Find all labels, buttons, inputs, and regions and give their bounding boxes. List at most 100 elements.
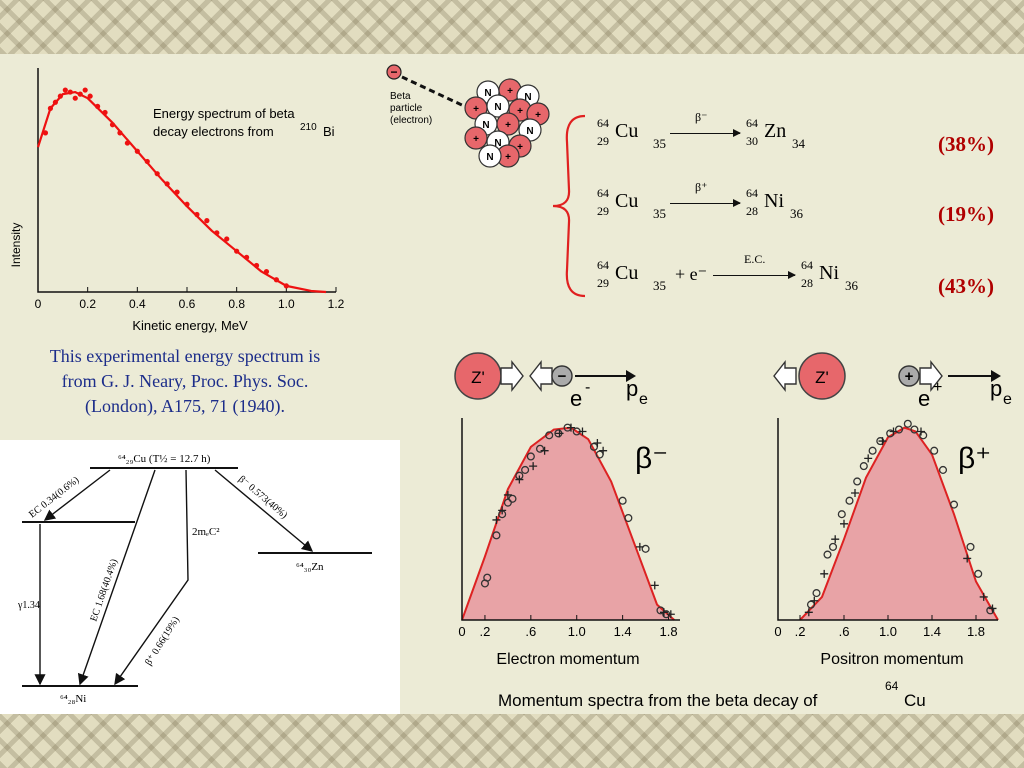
x-tick-label: 0.8 xyxy=(228,297,245,311)
element-symbol: Cu xyxy=(615,190,639,212)
isotope-z: 29 xyxy=(597,276,609,290)
data-point-circle xyxy=(974,569,983,578)
decay-brace-icon xyxy=(552,114,586,298)
branching-ratio: (38%) xyxy=(938,132,994,156)
product-z: 28 xyxy=(746,204,758,218)
data-point-plus xyxy=(529,462,538,471)
x-tick-label: 0 xyxy=(458,624,465,639)
neutron-label: N xyxy=(486,152,493,163)
data-point xyxy=(67,89,73,95)
x-tick-label: .6 xyxy=(525,624,536,639)
data-point xyxy=(47,105,54,111)
positron-momentum-chart: 0 .2 .6 1.0 1.4 1.8 xyxy=(774,418,999,639)
x-tick-label: 1.2 xyxy=(328,297,345,311)
isotope-z: 29 xyxy=(597,134,609,148)
credit-line-1: This experimental energy spectrum is xyxy=(49,346,321,366)
data-point-circle xyxy=(521,465,530,474)
spectrum-title-line1: Energy spectrum of beta xyxy=(153,106,295,121)
particle-label-3: (electron) xyxy=(390,115,432,126)
data-point-circle xyxy=(868,446,877,455)
positron-symbol: e xyxy=(918,386,930,411)
neutron-label: N xyxy=(494,102,501,113)
axis-frame xyxy=(37,68,336,293)
data-point xyxy=(72,95,78,101)
electron-icon xyxy=(551,365,573,387)
branching-ratio: (43%) xyxy=(938,274,994,298)
nucleus-label: Z' xyxy=(471,368,485,387)
beta-particle-icon xyxy=(386,64,402,80)
data-point-plus xyxy=(578,427,587,436)
gamma-label: γ1.34 xyxy=(17,600,40,611)
reaction-arrow-icon xyxy=(670,199,741,207)
nucleus-icon: N +N+ N + +N +N+ N ++N xyxy=(464,78,550,168)
isotope-symbol: Bi xyxy=(323,124,335,139)
data-point xyxy=(154,171,160,177)
process-label: β⁻ xyxy=(695,110,708,124)
beta-particle-sign: − xyxy=(390,65,397,79)
spectrum-area xyxy=(800,427,998,620)
proton-icon xyxy=(496,112,520,136)
momentum-arrowhead-icon xyxy=(626,370,636,382)
credit-line-2: from G. J. Neary, Proc. Phys. Soc. xyxy=(61,371,309,391)
nucleus-illustration: − Beta particle (electron) N +N+ N + +N +N+ N +… xyxy=(386,64,550,168)
x-tick-label: 0 xyxy=(35,297,42,311)
emission-arrow-icon xyxy=(401,75,465,108)
ec-main-arrow xyxy=(77,469,156,686)
product-z: 30 xyxy=(746,134,758,148)
data-point-plus xyxy=(492,515,501,524)
x-tick-label: 1.8 xyxy=(967,624,985,639)
positron-x-label: Positron momentum xyxy=(820,651,963,668)
neutron-label: N xyxy=(494,138,501,149)
data-point xyxy=(283,283,289,289)
product-symbol: Ni xyxy=(764,190,784,212)
branching-ratio: (19%) xyxy=(938,202,994,226)
neutron-label: N xyxy=(526,126,533,137)
data-point-plus xyxy=(555,429,564,438)
isotope-mass: 64 xyxy=(597,116,609,130)
y-axis-label: Intensity xyxy=(9,223,23,268)
data-point xyxy=(174,189,180,195)
recoil-arrow-icon xyxy=(500,359,524,393)
isotope-z: 29 xyxy=(597,204,609,218)
level-diagram-panel: ⁶⁴₂₉Cu (T½ = 12.7 h) EC 0.34(0.6%) β⁻ 0.… xyxy=(0,440,400,714)
data-point-plus xyxy=(540,446,549,455)
data-point-circle xyxy=(938,465,948,474)
data-point-plus xyxy=(515,475,524,484)
product-mass: 64 xyxy=(746,186,758,200)
parent-label: ⁶⁴₂₉Cu (T½ = 12.7 h) xyxy=(118,453,211,465)
data-point-plus xyxy=(666,610,675,619)
data-point xyxy=(253,262,260,269)
data-point xyxy=(57,93,63,99)
pair-label: 2mₑC² xyxy=(192,526,220,538)
product-neutron-number: 36 xyxy=(790,206,803,221)
spectrum-area xyxy=(462,427,675,620)
data-point-circle xyxy=(641,544,650,553)
data-point-plus xyxy=(979,592,988,601)
neutron-icon xyxy=(486,94,510,118)
spectrum-title-line2: decay electrons from xyxy=(153,124,274,139)
neutron-number: 35 xyxy=(653,206,666,221)
data-point xyxy=(42,130,49,136)
beta-spectrum-chart: 0 0.2 0.4 0.6 0.8 1.0 1.2 Intensity Kinetic en… xyxy=(9,68,345,333)
data-point xyxy=(263,269,270,275)
isotope-mass: 64 xyxy=(597,186,609,200)
momentum-symbol: p xyxy=(626,376,638,401)
data-point-circle xyxy=(618,496,627,505)
data-point-circle xyxy=(545,431,554,440)
x-tick-label: 0 xyxy=(774,624,781,639)
proton-label: + xyxy=(507,86,513,97)
decorative-bottom-border xyxy=(0,714,1024,768)
electron-x-label: Electron momentum xyxy=(496,651,639,668)
data-point-plus xyxy=(810,596,819,605)
data-point-plus xyxy=(889,427,898,436)
data-point xyxy=(62,87,68,93)
data-point-circle xyxy=(837,510,846,519)
data-point-circle xyxy=(903,419,912,428)
data-point xyxy=(109,122,116,128)
momentum-symbol: p xyxy=(990,376,1002,401)
proton-label: + xyxy=(535,110,541,121)
data-point-plus xyxy=(917,427,925,436)
data-point-plus xyxy=(593,439,602,448)
data-point-plus xyxy=(650,581,659,590)
momentum-spectra: 0 .2 .6 1.0 1.4 1.8 0 .2 .6 1.0 1.4 1.8 Z' − e - p… xyxy=(454,352,1012,710)
